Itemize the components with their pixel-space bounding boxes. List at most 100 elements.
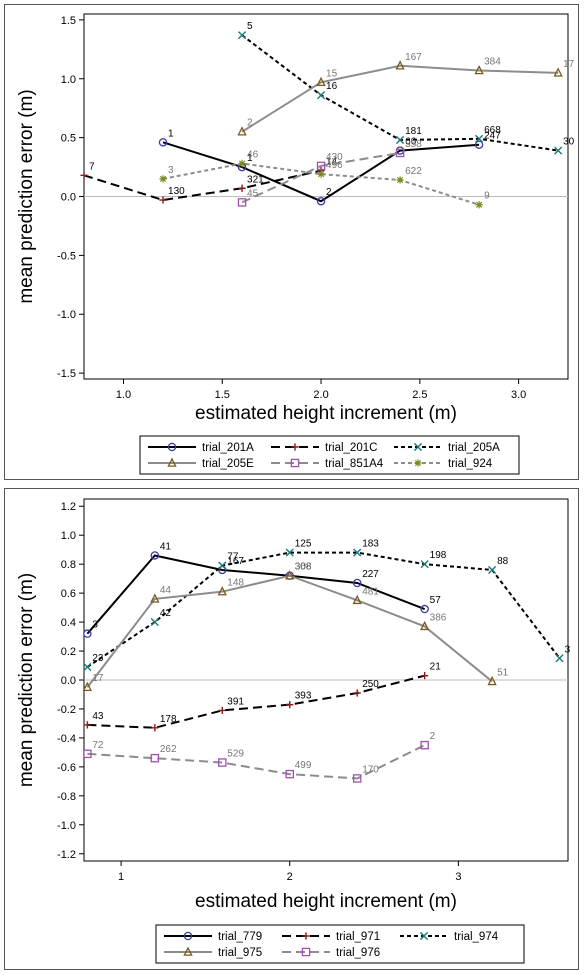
- data-point-marker: [83, 749, 92, 759]
- series-trial_205E: 2 15 167 384 17: [237, 52, 575, 136]
- data-point-marker: [218, 706, 226, 715]
- data-point-marker: [285, 769, 294, 779]
- data-point-label: 247: [484, 131, 501, 142]
- data-point-marker: [151, 724, 159, 732]
- data-point-marker: [420, 620, 430, 631]
- x-axis-title: estimated height increment (m): [195, 891, 457, 912]
- y-tick-label: 0.6: [61, 588, 76, 600]
- data-point-marker: [316, 196, 326, 206]
- legend-label: trial_924: [448, 458, 493, 470]
- series-trial_851A4: 45 430 358: [237, 139, 422, 207]
- data-point-label: 88: [497, 556, 509, 567]
- data-point-label: 42: [160, 608, 172, 619]
- legend-item-trial_205A: trial_205A: [394, 442, 500, 454]
- legend-item-trial_205E: trial_205E: [148, 457, 254, 470]
- data-point-marker: [80, 171, 88, 179]
- data-point-label: 14: [326, 157, 338, 168]
- data-point-label: 1: [247, 153, 253, 164]
- data-point-marker: [487, 675, 497, 686]
- data-point-marker: [352, 774, 362, 783]
- data-point-label: 2: [247, 118, 253, 129]
- series-trial_205A: 5 16 181 668 30: [237, 21, 575, 155]
- data-point-label: 262: [160, 744, 177, 755]
- data-point-marker: [474, 140, 484, 149]
- legend-item-trial_201C: trial_201C: [271, 442, 377, 454]
- data-point-marker: [474, 64, 484, 75]
- data-point-label: 358: [405, 139, 422, 150]
- series-line: [162, 162, 480, 206]
- data-point-marker: [353, 689, 361, 697]
- data-point-marker: [150, 593, 160, 603]
- legend-item-trial_779: trial_779: [164, 931, 262, 943]
- y-tick-label: -0.8: [57, 791, 76, 803]
- data-point-marker: [316, 91, 326, 100]
- data-point-marker: [420, 740, 429, 750]
- series-line: [86, 551, 561, 668]
- data-point-label: 481: [362, 586, 379, 597]
- series-line: [86, 574, 493, 688]
- y-axis-title: mean prediction error (m): [16, 573, 37, 787]
- data-point-marker: [420, 560, 429, 569]
- legend-label: trial_971: [336, 931, 380, 943]
- data-point-label: 41: [160, 541, 172, 552]
- data-point-marker: [553, 67, 563, 77]
- legend-marker: [301, 947, 311, 957]
- data-point-label: 386: [430, 612, 447, 623]
- data-point-label: 183: [362, 539, 379, 550]
- data-point-marker: [83, 721, 91, 729]
- data-point-marker: [285, 548, 294, 557]
- data-point-label: 66: [405, 137, 417, 148]
- series-line: [83, 169, 322, 202]
- data-point-marker: [82, 681, 93, 691]
- series-line: [87, 674, 425, 729]
- data-point-label: 130: [168, 186, 185, 197]
- data-point-label: 15: [326, 68, 338, 79]
- legend-marker: [183, 931, 193, 941]
- y-tick-label: -1.0: [57, 309, 76, 321]
- data-point-label: 363: [295, 562, 312, 573]
- y-tick-label: 0.8: [61, 559, 76, 571]
- data-point-label: 250: [362, 679, 379, 690]
- series-trial_976: 72 262 529 499 170 2: [83, 731, 436, 783]
- data-point-marker: [83, 629, 92, 638]
- data-point-label: 77: [227, 552, 239, 563]
- y-tick-label: -1.2: [57, 849, 76, 861]
- data-point-marker: [150, 753, 160, 763]
- data-point-label: 44: [160, 585, 172, 596]
- data-point-marker: [317, 170, 325, 178]
- legend-item-trial_975: trial_975: [164, 946, 262, 959]
- data-point-label: 125: [295, 539, 312, 550]
- data-point-label: 17: [563, 59, 575, 70]
- series-trial_974: 23 42 77 125 183 198 88 3: [83, 539, 571, 672]
- data-point-marker: [159, 175, 167, 183]
- y-tick-label: 0.0: [61, 675, 76, 687]
- series-trial_201A: 1 1 2 66 247: [158, 128, 501, 206]
- data-point-marker: [285, 570, 295, 580]
- legend-label: trial_851A4: [325, 458, 384, 470]
- data-point-marker: [395, 135, 405, 145]
- legend-label: trial_974: [454, 931, 499, 943]
- data-point-label: 51: [497, 667, 509, 678]
- legend-item-trial_976: trial_976: [282, 947, 380, 959]
- data-point-marker: [237, 198, 247, 207]
- data-point-label: 384: [484, 57, 501, 68]
- chart-svg-top: -1.5 -1.0 -0.5 0.0 0.5 1.0 1.5 1.0 1.5 2.0 2.5 3.0 e…: [16, 13, 575, 475]
- data-point-marker: [554, 146, 563, 155]
- data-point-label: 16: [326, 81, 338, 92]
- data-point-label: 72: [92, 740, 104, 751]
- legend-item-trial_201A: trial_201A: [148, 442, 254, 454]
- series-trial_779: 3 41 167 308 227 57: [83, 541, 441, 638]
- data-point-label: 499: [295, 760, 312, 771]
- data-point-marker: [158, 138, 168, 147]
- chart-panel-top: -1.5 -1.0 -0.5 0.0 0.5 1.0 1.5 1.0 1.5 2.0 2.5 3.0 e…: [4, 4, 579, 480]
- data-point-marker: [159, 196, 167, 204]
- data-point-label: 167: [405, 52, 422, 63]
- y-tick-label: 0.4: [61, 617, 76, 629]
- y-tick-label: 1.2: [61, 501, 76, 513]
- data-point-label: 3: [565, 644, 571, 655]
- series-line: [241, 64, 559, 133]
- legend-label: trial_975: [218, 947, 262, 959]
- data-point-label: 5: [247, 21, 253, 32]
- data-point-label: 668: [484, 125, 501, 136]
- legend-marker: [290, 458, 300, 468]
